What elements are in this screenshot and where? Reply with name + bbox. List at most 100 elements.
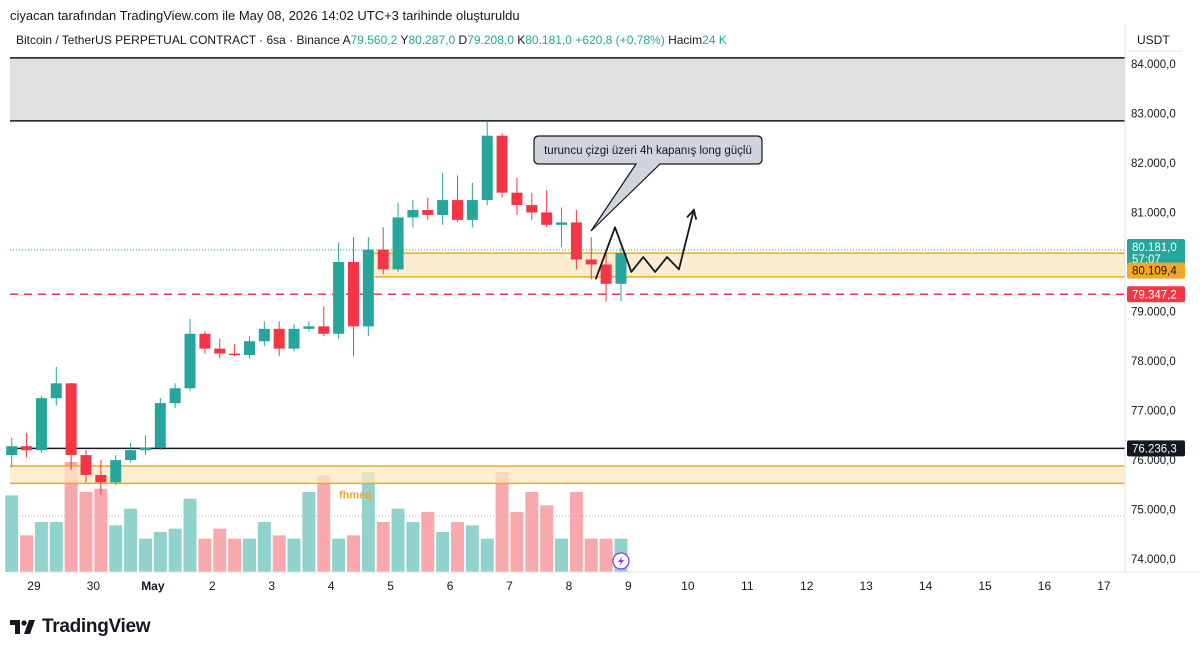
volume-bar [584, 538, 598, 572]
volume-bar [124, 508, 138, 572]
price-chart[interactable]: fhmeq turuncu çizgi üzeri 4h kapanış long… [0, 24, 1200, 604]
price-axis-background[interactable] [1125, 24, 1200, 604]
x-tick-label: 29 [27, 579, 41, 593]
candle-body [407, 209, 419, 218]
volume-bar [168, 528, 182, 572]
volume-bar [138, 538, 152, 572]
candle-body [258, 328, 270, 342]
candle-body [585, 259, 597, 265]
candle-body [139, 447, 151, 451]
volume-bar [5, 495, 19, 572]
gray-resistance-zone [10, 57, 1125, 121]
candle-body [154, 403, 166, 448]
volume-bar [228, 538, 242, 572]
close-label: K [517, 33, 525, 47]
candle-body [95, 474, 107, 483]
low-label: D [459, 33, 468, 47]
x-tick-label: 6 [447, 579, 454, 593]
candle-body [110, 460, 122, 483]
volume-bar [79, 492, 93, 572]
y-tick-label: 76.000,0 [1131, 455, 1176, 467]
tradingview-brand-text: TradingView [42, 616, 151, 637]
callout-bubble[interactable] [533, 135, 763, 232]
volume-value: 24 K [702, 33, 727, 47]
close-value: 80.181,0 [525, 33, 572, 47]
x-tick-label: 9 [625, 579, 632, 593]
y-tick-label: 84.000,0 [1131, 59, 1176, 71]
candle-body [437, 200, 449, 215]
x-tick-label: 15 [978, 579, 992, 593]
symbol-legend: Bitcoin / TetherUS PERPETUAL CONTRACT · … [16, 33, 727, 47]
candle-body [481, 135, 493, 201]
currency-label[interactable]: USDT [1137, 33, 1170, 47]
candle-body [422, 209, 434, 215]
candle-body [347, 261, 359, 327]
volume-bar [376, 522, 390, 572]
candle-body [452, 200, 463, 220]
candle-body [21, 446, 33, 451]
x-tick-label: 30 [87, 579, 101, 593]
price-label-text: 80.181,0 [1132, 242, 1177, 254]
x-tick-label: 10 [681, 579, 695, 593]
candle-body [600, 264, 612, 284]
volume-bar [34, 522, 48, 572]
volume-bar [436, 532, 450, 572]
volume-bar [242, 538, 256, 572]
candle-body [570, 222, 582, 260]
volume-bar [109, 525, 123, 572]
projection-path [594, 209, 695, 280]
volume-bar [346, 535, 360, 572]
projection-arrowhead [686, 208, 698, 220]
volume-bar [555, 538, 569, 572]
x-tick-label: 2 [209, 579, 216, 593]
plot-background[interactable] [10, 48, 1125, 572]
candle-body [199, 333, 211, 349]
candle-body [318, 326, 330, 334]
x-tick-label: 8 [566, 579, 573, 593]
volume-bar [599, 538, 613, 572]
volume-bar [361, 472, 375, 572]
y-tick-label: 75.000,0 [1131, 505, 1176, 517]
candle-body [80, 455, 92, 475]
candle-body [229, 353, 241, 356]
candle-body [214, 348, 226, 354]
lightning-glyph [617, 556, 624, 566]
price-label-badge [1127, 262, 1185, 279]
candle-body [243, 341, 255, 356]
candle-body [556, 222, 568, 225]
volume-bar [198, 538, 212, 572]
volume-bar [480, 538, 494, 572]
volume-bar [257, 522, 271, 572]
candle-body [65, 383, 77, 456]
candle-body [615, 253, 627, 284]
volume-bar [94, 488, 108, 572]
price-label-text: 76.236,3 [1132, 443, 1177, 455]
zone-label: fhmeq [339, 489, 372, 501]
x-tick-label: 14 [919, 579, 933, 593]
tradingview-logo-icon [10, 620, 35, 634]
volume-bar [540, 505, 554, 572]
open-value: 79.560,2 [351, 33, 398, 47]
candle-body [35, 398, 47, 451]
chart-area[interactable]: fhmeq turuncu çizgi üzeri 4h kapanış long… [0, 24, 1200, 604]
price-label-badge [1127, 239, 1185, 266]
price-label-text: 80.109,4 [1132, 266, 1177, 278]
x-tick-label: 3 [268, 579, 275, 593]
candle-body [466, 200, 478, 220]
volume-bar [332, 538, 346, 572]
open-label: A [343, 33, 351, 47]
x-tick-label: 7 [506, 579, 513, 593]
x-tick-label: 16 [1038, 579, 1052, 593]
volume-bar [272, 535, 286, 572]
candle-body [333, 261, 345, 334]
volume-bar [510, 512, 524, 572]
price-label-badge [1127, 286, 1185, 303]
volume-bar [451, 522, 464, 572]
x-tick-label: 4 [328, 579, 335, 593]
candle-body [125, 450, 137, 461]
x-tick-label: 13 [859, 579, 873, 593]
candle-body [50, 383, 62, 399]
x-tick-label: May [141, 579, 165, 593]
price-label-badge [1127, 440, 1185, 457]
volume-bar [317, 475, 331, 572]
